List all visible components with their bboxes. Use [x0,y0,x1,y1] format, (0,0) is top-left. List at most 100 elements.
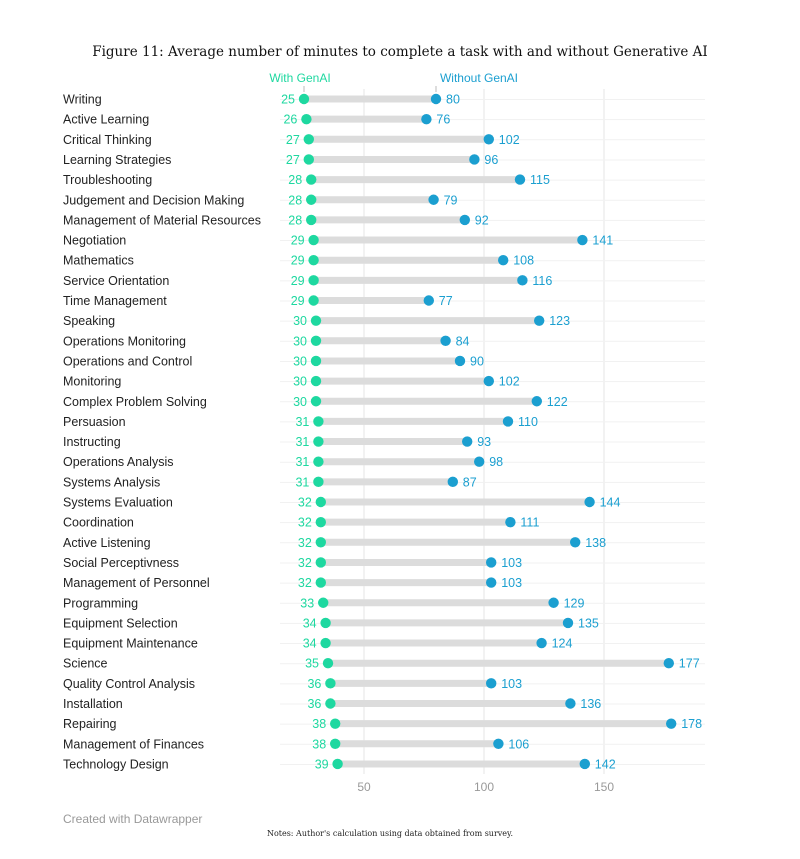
without-genai-value: 123 [549,314,570,328]
without-genai-value: 90 [470,354,484,368]
with-genai-dot [310,335,322,346]
row-label: Persuasion [63,415,126,429]
without-genai-value: 93 [477,435,491,449]
legend-without-genai: Without GenAI [440,71,518,85]
with-genai-value: 29 [291,274,305,288]
without-genai-value: 92 [475,213,489,227]
without-genai-value: 96 [484,153,498,167]
without-genai-dot [440,335,451,346]
with-genai-value: 32 [298,536,312,550]
with-genai-dot [308,234,319,246]
with-genai-value: 29 [291,234,305,248]
with-genai-value: 31 [295,435,309,449]
with-genai-dot [298,93,310,105]
x-tick-label: 50 [357,780,371,794]
without-genai-dot [579,758,590,770]
without-genai-value: 84 [456,334,470,348]
without-genai-value: 142 [595,757,616,771]
with-genai-value: 34 [303,616,317,630]
row-label: Instructing [63,435,121,449]
with-genai-value: 39 [315,757,329,771]
without-genai-value: 136 [580,697,601,711]
with-genai-dot [315,557,326,568]
with-genai-dot [315,496,326,508]
row-label: Social Perceptivness [63,556,179,570]
with-genai-dot [310,355,322,367]
without-genai-value: 116 [532,274,552,288]
with-genai-value: 29 [291,254,305,268]
without-genai-value: 115 [530,173,550,187]
with-genai-dot [308,255,319,266]
without-genai-dot [570,537,581,548]
chart-title: Figure 11: Average number of minutes to … [92,44,708,60]
datawrapper-credit[interactable]: Created with Datawrapper [63,812,203,826]
without-genai-dot [483,375,494,387]
with-genai-value: 30 [293,334,307,348]
with-genai-dot [310,375,322,387]
with-genai-dot [301,113,312,125]
without-genai-value: 111 [520,516,539,530]
row-label: Operations and Control [63,354,192,368]
without-genai-dot [428,194,439,205]
without-genai-value: 102 [499,375,520,389]
without-genai-value: 103 [501,677,522,691]
row-label: Programming [63,596,138,610]
with-genai-value: 29 [291,294,305,308]
row-label: Active Listening [63,536,151,550]
without-genai-dot [486,678,497,689]
without-genai-dot [469,154,480,165]
without-genai-value: 141 [592,234,613,248]
without-genai-value: 79 [444,193,458,207]
with-genai-dot [315,516,326,528]
with-genai-value: 34 [303,637,317,651]
with-genai-dot [306,214,317,226]
with-genai-dot [315,577,326,588]
with-genai-dot [313,476,324,488]
row-label: Quality Control Analysis [63,677,195,691]
without-genai-value: 80 [446,93,460,107]
row-label: Management of Personnel [63,576,210,590]
without-genai-value: 77 [439,294,453,308]
without-genai-dot [505,516,516,528]
row-label: Monitoring [63,375,121,389]
with-genai-dot [320,637,331,649]
without-genai-value: 135 [578,616,599,630]
row-label: Operations Monitoring [63,334,186,348]
with-genai-dot [310,396,322,407]
row-label: Negotiation [63,234,126,248]
with-genai-dot [313,436,324,447]
without-genai-dot [584,496,595,508]
legend-with-genai: With GenAI [269,71,330,85]
with-genai-value: 33 [300,596,314,610]
row-label: Speaking [63,314,115,328]
without-genai-dot [447,476,458,488]
row-label: Writing [63,93,102,107]
row-label: Operations Analysis [63,455,173,469]
without-genai-value: 110 [518,415,538,429]
row-label: Repairing [63,717,117,731]
without-genai-value: 178 [681,717,702,731]
row-label: Critical Thinking [63,133,152,147]
with-genai-dot [330,718,341,729]
with-genai-value: 31 [295,415,309,429]
without-genai-dot [498,255,509,266]
with-genai-value: 32 [298,576,312,590]
row-label: Troubleshooting [63,173,152,187]
row-label: Coordination [63,516,134,530]
without-genai-dot [486,577,497,588]
without-genai-value: 144 [600,496,621,510]
row-label: Time Management [63,294,167,308]
without-genai-value: 103 [501,556,522,570]
row-label: Technology Design [63,757,169,771]
with-genai-dot [306,194,317,205]
with-genai-dot [330,738,341,749]
with-genai-dot [303,134,314,145]
without-genai-value: 122 [547,395,568,409]
without-genai-dot [486,557,497,568]
row-label: Management of Material Resources [63,213,261,227]
with-genai-dot [320,617,331,629]
with-genai-dot [308,295,319,306]
without-genai-dot [534,315,545,326]
with-genai-value: 38 [312,737,326,751]
with-genai-value: 36 [307,697,321,711]
